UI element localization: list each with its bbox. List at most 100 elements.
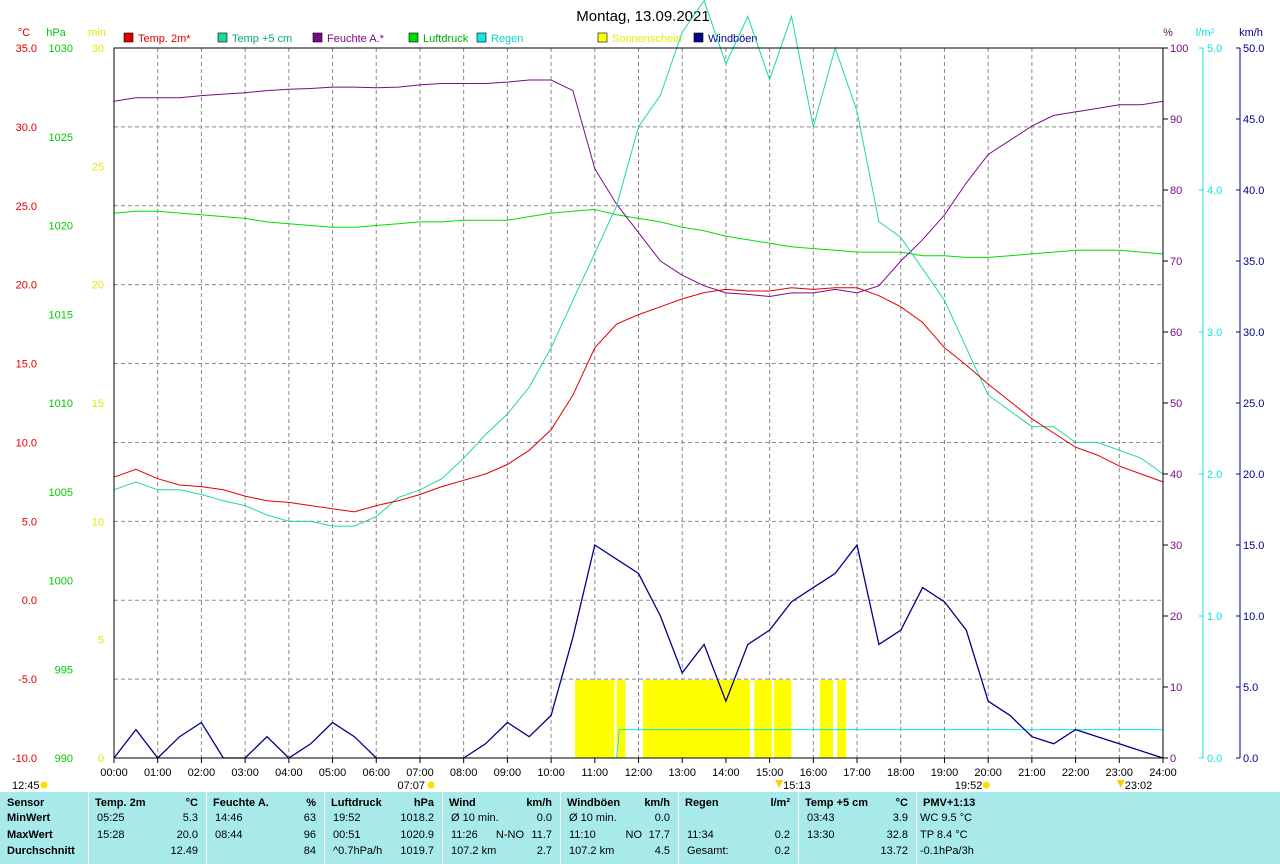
temp-tick-label: 30.0 — [16, 122, 37, 134]
pressure-tick-label: 995 — [55, 664, 73, 676]
table-cell-value: 0.0 — [536, 812, 552, 824]
table-cell-value: 63 — [303, 812, 316, 824]
table-cell-value: 12.49 — [170, 845, 198, 857]
table-separator — [560, 792, 561, 864]
x-tick-label: 03:00 — [231, 767, 259, 779]
pressure-tick-label: 1005 — [49, 487, 73, 499]
x-tick-label: 20:00 — [974, 767, 1002, 779]
legend-label-temp5cm: Temp +5 cm — [232, 33, 292, 45]
legend-label-luftdruck: Luftdruck — [423, 33, 469, 45]
pressure-tick-label: 990 — [55, 753, 73, 765]
table-cell-time: 00:51 — [333, 829, 361, 841]
wind-tick-label: 20.0 — [1243, 469, 1264, 481]
table-cell-time: Ø 10 min. — [569, 812, 617, 824]
table-cell-time: 11:34 — [687, 829, 714, 841]
sun-tick-label: 10 — [92, 516, 104, 528]
wind-tick-label: 30.0 — [1243, 327, 1264, 339]
humidity-tick-label: 60 — [1170, 327, 1182, 339]
rain-tick-label: 1.0 — [1207, 611, 1222, 623]
table-cell-time: 05:25 — [97, 812, 125, 824]
x-tick-label: 05:00 — [319, 767, 347, 779]
table-cell-value: 2.7 — [536, 845, 552, 857]
temp-tick-label: 35.0 — [16, 43, 37, 55]
table-cell-time: 107.2 km — [451, 845, 497, 857]
section-unit: hPa — [413, 797, 434, 809]
axis-unit-pressure: hPa — [46, 27, 66, 39]
humidity-tick-label: 70 — [1170, 256, 1182, 268]
table-cell-value: 11.7 — [531, 829, 552, 841]
humidity-tick-label: 90 — [1170, 114, 1182, 126]
weather-chart: Montag, 13.09.2021 Temp. 2m* Temp +5 cm Fe… — [0, 0, 1280, 792]
table-cell: TP 8.4 °C — [920, 829, 968, 841]
x-tick-label: 24:00 — [1149, 767, 1177, 779]
chart-background — [0, 0, 1280, 792]
x-tick-label: 14:00 — [712, 767, 740, 779]
wind-tick-label: 25.0 — [1243, 398, 1264, 410]
moonset-icon — [1116, 780, 1125, 788]
table-section-8: PMV+1:13 WC 9.5 °C TP 8.4 °C -0.1hPa/3h — [916, 792, 1076, 864]
legend: Temp. 2m* Temp +5 cm Feuchte A.* Luftdruck R… — [123, 32, 758, 45]
legend-label-sonnenschein: Sonnenschein — [612, 33, 682, 45]
sun-tick-label: 15 — [92, 398, 104, 410]
humidity-tick-label: 50 — [1170, 398, 1182, 410]
temp-tick-label: 10.0 — [16, 437, 37, 449]
temp-tick-label: -5.0 — [18, 674, 37, 686]
wind-tick-label: 45.0 — [1243, 114, 1264, 126]
x-tick-label: 15:00 — [756, 767, 784, 779]
axis-unit-sun: min — [88, 27, 106, 39]
sunset-label: 19:52 — [955, 780, 983, 792]
section-unit: °C — [895, 797, 908, 809]
table-cell-time: ^0.7hPa/h — [333, 845, 383, 857]
sun-tick-label: 30 — [92, 43, 104, 55]
table-cell-time: Gesamt: — [687, 845, 729, 857]
pressure-tick-label: 1015 — [49, 309, 73, 321]
humidity-tick-label: 30 — [1170, 540, 1182, 552]
table-cell-value: 84 — [303, 845, 316, 857]
section-title: Sensor — [7, 797, 45, 809]
left-time-label: 12:45 — [12, 780, 40, 792]
right-axes: 0 10 20 30 40 50 60 70 80 90 100 0.0 1.0 2.0 3.0 4.0 5.0… — [1163, 43, 1264, 765]
sun-moon-markers: 12:45 07:07 19:52 15:13 23:02 — [12, 780, 1152, 792]
table-separator — [798, 792, 799, 864]
x-tick-label: 06:00 — [362, 767, 390, 779]
stats-table: Sensor MinWert MaxWert Durchschnitt Temp. 2m… — [0, 792, 1280, 864]
x-tick-label: 01:00 — [144, 767, 172, 779]
table-cell-time: 11:10 — [569, 829, 596, 841]
table-cell-time: 11:26 — [451, 829, 478, 841]
series-line-temp5cm — [113, 0, 1164, 527]
x-tick-label: 09:00 — [494, 767, 522, 779]
axis-unit-wind: km/h — [1239, 27, 1263, 39]
table-cell-value: 32.8 — [886, 829, 908, 841]
row-label: Durchschnitt — [7, 845, 75, 857]
legend-label-feuchte: Feuchte A.* — [327, 33, 385, 45]
humidity-tick-label: 0 — [1170, 753, 1176, 765]
table-cell-time: 15:28 — [97, 829, 125, 841]
section-title: PMV+1:13 — [923, 797, 976, 809]
section-title: Windböen — [567, 797, 621, 809]
legend-swatch-temp5cm — [217, 32, 228, 43]
legend-swatch-windboeen — [693, 32, 704, 43]
table-cell-value: 3.9 — [892, 812, 908, 824]
rain-tick-label: 4.0 — [1207, 185, 1222, 197]
table-cell-value: 20.0 — [176, 829, 198, 841]
section-title: Temp. 2m — [95, 797, 146, 809]
x-tick-label: 00:00 — [100, 767, 128, 779]
x-tick-label: 02:00 — [188, 767, 216, 779]
series-line-feuchte — [113, 79, 1164, 298]
table-section-7: Temp +5 cm °C 03:43 3.9 13:30 32.8 13.72 — [798, 792, 916, 864]
moonset-label: 23:02 — [1125, 780, 1153, 792]
table-section-0: Sensor MinWert MaxWert Durchschnitt — [0, 792, 88, 864]
rain-tick-label: 5.0 — [1207, 43, 1222, 55]
sunshine-bar-2 — [642, 679, 683, 758]
rain-tick-label: 2.0 — [1207, 469, 1222, 481]
sun-tick-label: 5 — [98, 635, 104, 647]
section-unit: km/h — [526, 797, 552, 809]
table-cell-value: 1018.2 — [400, 812, 434, 824]
legend-swatch-sonnenschein — [597, 32, 608, 43]
table-cell-time: 03:43 — [807, 812, 835, 824]
table-section-4: Wind km/h Ø 10 min. 0.0 11:26 N-NO 11.7 107.2 k… — [442, 792, 560, 864]
sunshine-bar-7 — [837, 679, 847, 758]
table-cell-dir: N-NO — [495, 829, 524, 841]
x-tick-label: 07:00 — [406, 767, 434, 779]
sunshine-bar-5 — [773, 679, 792, 758]
